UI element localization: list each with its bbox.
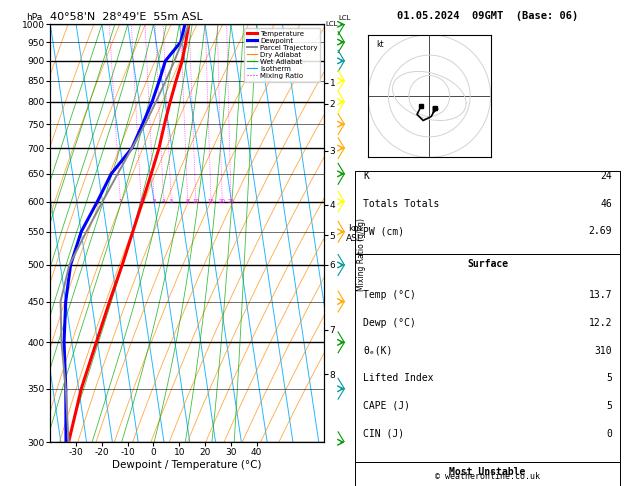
Text: CIN (J): CIN (J) — [363, 429, 404, 439]
Text: 15: 15 — [208, 199, 214, 204]
Text: 46: 46 — [600, 199, 612, 209]
Y-axis label: km
ASL: km ASL — [346, 224, 363, 243]
Text: Dewp (°C): Dewp (°C) — [363, 318, 416, 328]
Text: 310: 310 — [594, 346, 612, 356]
Text: 10: 10 — [192, 199, 199, 204]
Text: K: K — [363, 171, 369, 181]
Text: 25: 25 — [228, 199, 235, 204]
Text: 8: 8 — [186, 199, 189, 204]
Text: Temp (°C): Temp (°C) — [363, 290, 416, 300]
Text: 5: 5 — [169, 199, 173, 204]
Text: Surface: Surface — [467, 259, 508, 269]
Text: 3: 3 — [152, 199, 156, 204]
Text: 01.05.2024  09GMT  (Base: 06): 01.05.2024 09GMT (Base: 06) — [397, 11, 578, 21]
Text: 5: 5 — [606, 401, 612, 411]
Text: Most Unstable: Most Unstable — [449, 467, 526, 477]
Legend: Temperature, Dewpoint, Parcel Trajectory, Dry Adiabat, Wet Adiabat, Isotherm, Mi: Temperature, Dewpoint, Parcel Trajectory… — [244, 28, 320, 82]
X-axis label: Dewpoint / Temperature (°C): Dewpoint / Temperature (°C) — [113, 460, 262, 469]
Text: LCL: LCL — [325, 21, 338, 27]
Text: 13.7: 13.7 — [589, 290, 612, 300]
Text: 40°58'N  28°49'E  55m ASL: 40°58'N 28°49'E 55m ASL — [50, 12, 203, 22]
Text: PW (cm): PW (cm) — [363, 226, 404, 237]
Text: 5: 5 — [606, 373, 612, 383]
Text: 20: 20 — [219, 199, 226, 204]
Text: hPa: hPa — [26, 13, 42, 22]
Text: Mixing Ratio (g/kg): Mixing Ratio (g/kg) — [357, 218, 366, 291]
Text: θₑ(K): θₑ(K) — [363, 346, 392, 356]
Text: Lifted Index: Lifted Index — [363, 373, 433, 383]
Text: © weatheronline.co.uk: © weatheronline.co.uk — [435, 472, 540, 481]
Text: 1: 1 — [119, 199, 122, 204]
Text: 12.2: 12.2 — [589, 318, 612, 328]
Text: 2: 2 — [140, 199, 143, 204]
Text: kt: kt — [376, 40, 384, 49]
Text: LCL: LCL — [338, 15, 350, 21]
Text: 4: 4 — [162, 199, 165, 204]
Text: 24: 24 — [600, 171, 612, 181]
Text: CAPE (J): CAPE (J) — [363, 401, 410, 411]
Text: 0: 0 — [606, 429, 612, 439]
Text: 2.69: 2.69 — [589, 226, 612, 237]
Text: Totals Totals: Totals Totals — [363, 199, 439, 209]
